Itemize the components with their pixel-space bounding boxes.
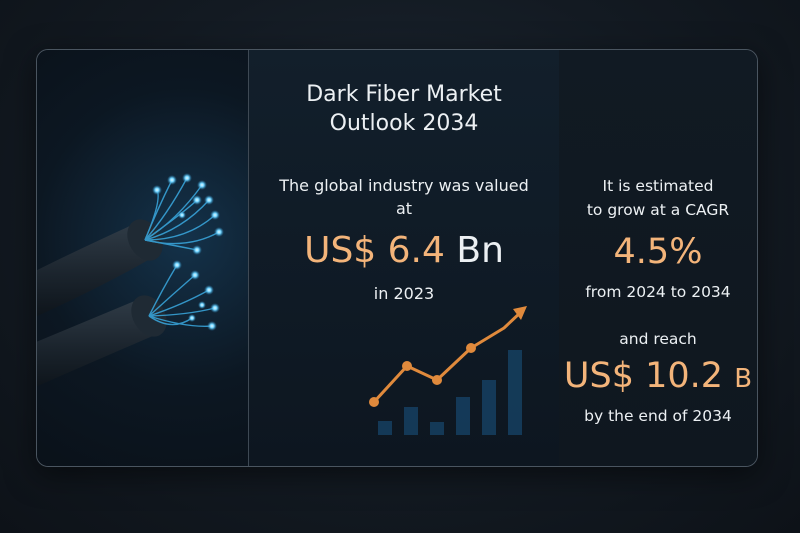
reach-unit: B [734, 364, 753, 394]
cagr-value: 4.5% [613, 232, 703, 272]
forecast-period: from 2024 to 2034 [585, 283, 731, 301]
fiber-optic-cable-icon [37, 173, 224, 387]
value-year: in 2023 [373, 284, 435, 303]
title-line-1: Dark Fiber Market [306, 82, 502, 107]
estimate-line-1: It is estimated [602, 177, 714, 195]
estimate-line-2: to grow at a CAGR [586, 201, 730, 219]
value-number: 6.4 [387, 230, 445, 271]
valued-line-1: The global industry was valued [279, 176, 529, 195]
market-value: US$ 6.4 Bn [249, 230, 559, 271]
reach-value: US$ 10.2 B [559, 356, 757, 396]
value-prefix: US$ [304, 230, 377, 271]
reach-amount: US$ 10.2 [563, 356, 724, 396]
market-value-panel: Dark Fiber Market Outlook 2034 The globa… [248, 50, 560, 466]
valued-line-2: at [395, 199, 413, 218]
reach-label: and reach [619, 330, 697, 348]
forecast-panel: It is estimated to grow at a CAGR 4.5% f… [559, 50, 757, 466]
growth-trend-chart-icon [369, 306, 527, 435]
value-unit: Bn [456, 230, 504, 271]
title-line-2: Outlook 2034 [329, 111, 479, 136]
fiber-image-panel [37, 50, 248, 466]
infographic-card: Dark Fiber Market Outlook 2034 The globa… [36, 49, 758, 467]
reach-suffix: by the end of 2034 [584, 407, 732, 425]
